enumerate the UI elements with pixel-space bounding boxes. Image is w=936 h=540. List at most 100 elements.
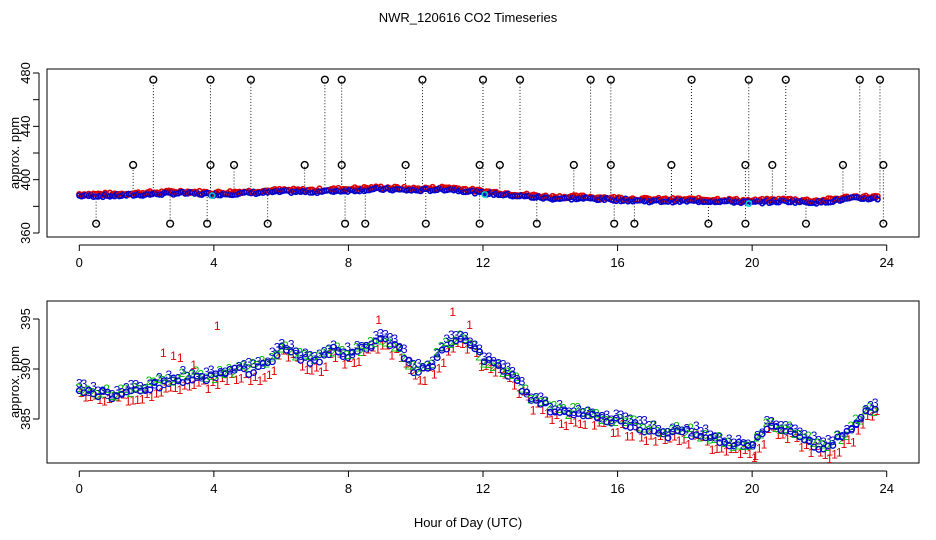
series-3-point: 3 xyxy=(523,386,530,400)
series-1-point: 1 xyxy=(148,390,155,404)
series-2-point: 2 xyxy=(494,357,501,371)
outlier-point xyxy=(337,160,346,170)
series-3-point: 3 xyxy=(231,362,238,376)
outlier-point xyxy=(92,219,101,228)
series-2-point: 2 xyxy=(701,427,708,441)
series-3-marker xyxy=(664,434,672,442)
series-3-point: 3 xyxy=(514,372,521,386)
outlier-point xyxy=(855,75,864,84)
series-3-marker xyxy=(739,439,747,447)
series-3-marker xyxy=(513,377,521,385)
series-3-point: 3 xyxy=(274,341,281,355)
series-1-point: 1 xyxy=(421,374,428,388)
series-1-point: 1 xyxy=(859,417,866,431)
series-2-point: 2 xyxy=(659,426,666,440)
series-2-point: 2 xyxy=(678,424,685,438)
series-3-marker xyxy=(381,335,389,343)
series-3-marker xyxy=(155,384,163,392)
series-2-point: 2 xyxy=(353,340,360,354)
series-1-point: 1 xyxy=(436,362,443,376)
series-3-point: 3 xyxy=(396,340,403,354)
series-3-marker xyxy=(617,417,625,425)
series-3-point: 3 xyxy=(443,332,450,346)
series-2-point: 2 xyxy=(376,333,383,347)
series-1-point: 1 xyxy=(417,373,424,387)
series-3-point: 3 xyxy=(839,430,846,444)
series-3-point: 3 xyxy=(377,327,384,341)
series-3-marker xyxy=(542,399,550,407)
series-2-point: 2 xyxy=(367,334,374,348)
series-3-point: 3 xyxy=(636,413,643,427)
series-1-point: 1 xyxy=(761,438,768,452)
series-1-point: 1 xyxy=(214,319,221,333)
series-3-marker xyxy=(221,370,229,378)
series-2-point: 2 xyxy=(711,432,718,446)
series-2-point: 2 xyxy=(527,392,534,406)
series-1-point: 1 xyxy=(596,416,603,430)
series-1-point: 1 xyxy=(450,342,457,356)
series-1-point: 1 xyxy=(257,374,264,388)
series-3-point: 3 xyxy=(217,365,224,379)
series-2-point: 2 xyxy=(188,367,195,381)
series-2-point: 2 xyxy=(80,385,87,399)
series-2-point: 2 xyxy=(212,372,219,386)
series-3-point: 3 xyxy=(335,344,342,358)
series-3-point: 3 xyxy=(208,363,215,377)
series-3-point: 3 xyxy=(801,428,808,442)
series-2-point: 2 xyxy=(730,440,737,454)
series-3-point: 3 xyxy=(100,384,107,398)
series-3-marker xyxy=(527,396,535,404)
series-3-marker xyxy=(598,411,606,419)
series-1-point: 1 xyxy=(101,395,108,409)
series-3-marker xyxy=(273,351,281,359)
top-x-tick-label: 12 xyxy=(476,255,490,270)
series-3-marker xyxy=(805,437,813,445)
series-1-point: 1 xyxy=(822,448,829,462)
series-1-point: 1 xyxy=(469,338,476,352)
series-3-point: 3 xyxy=(114,383,121,397)
series-1-point: 1 xyxy=(713,442,720,456)
series-1-point: 1 xyxy=(407,363,414,377)
series-3-marker xyxy=(499,367,507,375)
outlier-point xyxy=(337,75,346,84)
series-3-marker xyxy=(674,427,681,435)
series-3-point: 3 xyxy=(354,338,361,352)
outlier-point xyxy=(129,160,138,170)
series-1-point: 1 xyxy=(643,434,650,448)
series-3-point: 3 xyxy=(95,384,102,398)
series-3-marker xyxy=(730,442,738,450)
series-3-point: 3 xyxy=(589,406,596,420)
series-3-point: 3 xyxy=(688,425,695,439)
series-1-point: 1 xyxy=(365,343,372,357)
series-1-point: 1 xyxy=(313,360,320,374)
series-1-point: 1 xyxy=(666,432,673,446)
series-3-point: 3 xyxy=(307,348,314,362)
series-3-marker xyxy=(367,344,375,351)
series-3-point: 3 xyxy=(85,385,92,399)
series-2-point: 2 xyxy=(268,350,275,364)
series-2-point: 2 xyxy=(861,403,868,417)
series-3-point: 3 xyxy=(203,365,210,379)
series-1-point: 1 xyxy=(271,364,278,378)
series-2-point: 2 xyxy=(207,369,214,383)
series-1-point: 1 xyxy=(718,442,725,456)
series-2-point: 2 xyxy=(169,375,176,389)
series-2-point: 2 xyxy=(221,367,228,381)
series-1-point: 1 xyxy=(530,403,537,417)
series-2-point: 2 xyxy=(772,421,779,435)
series-3-marker xyxy=(334,348,342,356)
series-2-point: 2 xyxy=(117,382,124,396)
series-3-marker xyxy=(306,359,314,367)
series-3-point: 3 xyxy=(773,418,780,432)
series-2-point: 2 xyxy=(183,369,190,383)
series-3-marker xyxy=(396,343,404,351)
series-1-point: 1 xyxy=(549,413,556,427)
series-1-point: 1 xyxy=(440,356,447,370)
series-1-point: 1 xyxy=(294,350,301,364)
series-1-point: 1 xyxy=(360,345,367,359)
chart-title: NWR_120616 CO2 Timeseries xyxy=(379,10,558,25)
series-3-marker xyxy=(603,418,611,426)
series-3-marker xyxy=(203,377,210,385)
series-2-point: 2 xyxy=(588,407,595,421)
series-3-marker xyxy=(193,372,201,380)
